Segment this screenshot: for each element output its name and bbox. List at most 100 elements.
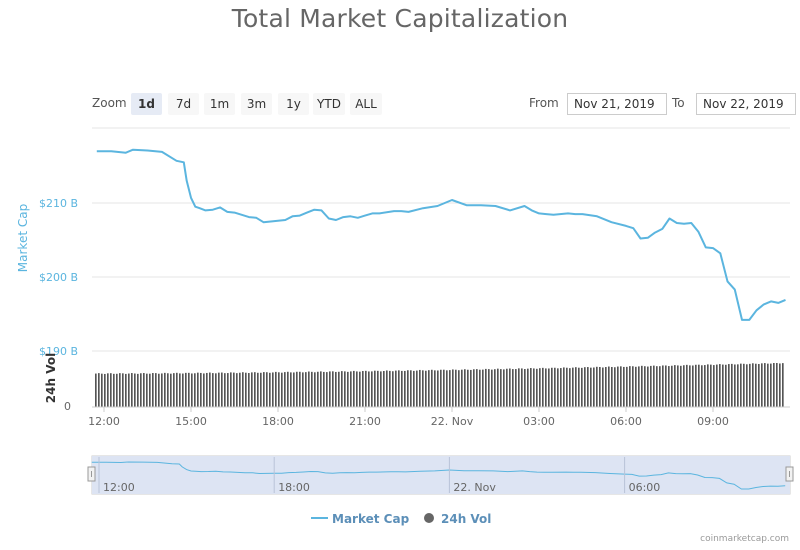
volume-bar bbox=[485, 368, 487, 407]
volume-bar bbox=[191, 373, 193, 407]
volume-bar bbox=[311, 371, 313, 407]
volume-bar bbox=[401, 370, 403, 407]
volume-bar bbox=[131, 373, 133, 407]
navigator-line bbox=[91, 461, 786, 490]
volume-bar bbox=[257, 372, 259, 407]
volume-bar bbox=[356, 371, 358, 407]
volume-bar bbox=[755, 363, 757, 407]
zoom-button-1y[interactable]: 1y bbox=[278, 93, 309, 115]
watermark: coinmarketcap.com bbox=[700, 534, 789, 544]
volume-bar bbox=[575, 367, 577, 407]
range-from-input[interactable]: Nov 21, 2019 bbox=[567, 93, 667, 115]
legend-item-24h-vol[interactable]: 24h Vol bbox=[424, 512, 491, 526]
volume-bar bbox=[98, 373, 100, 407]
volume-bar bbox=[104, 373, 106, 407]
volume-bar bbox=[251, 372, 253, 407]
volume-bar bbox=[491, 369, 493, 407]
volume-bar bbox=[185, 372, 187, 407]
volume-bar bbox=[677, 365, 679, 407]
volume-bar bbox=[671, 365, 673, 407]
volume-bar bbox=[731, 363, 733, 407]
volume-bar bbox=[392, 371, 394, 407]
volume-bar bbox=[482, 369, 484, 407]
volume-bar bbox=[617, 366, 619, 407]
x-tick-label: 22. Nov bbox=[431, 415, 474, 428]
volume-bar bbox=[362, 371, 364, 407]
range-to-input[interactable]: Nov 22, 2019 bbox=[696, 93, 796, 115]
volume-bar bbox=[212, 373, 214, 407]
volume-bar bbox=[530, 368, 532, 407]
y-tick-label: $190 B bbox=[39, 345, 78, 358]
legend-label-market-cap: Market Cap bbox=[332, 512, 410, 526]
zoom-button-7d[interactable]: 7d bbox=[168, 93, 199, 115]
volume-bar bbox=[419, 369, 421, 407]
volume-bar bbox=[770, 363, 772, 407]
volume-bar bbox=[647, 366, 649, 407]
volume-bar bbox=[275, 371, 277, 407]
volume-bar bbox=[710, 364, 712, 407]
volume-bar bbox=[638, 366, 640, 407]
volume-bar bbox=[206, 372, 208, 407]
volume-bar bbox=[773, 363, 775, 407]
volume-bar bbox=[722, 364, 724, 407]
volume-bar bbox=[236, 373, 238, 407]
volume-bar bbox=[434, 370, 436, 407]
volume-bar bbox=[545, 368, 547, 407]
volume-bar bbox=[407, 370, 409, 407]
navigator-left-handle[interactable] bbox=[87, 466, 96, 482]
volume-bar bbox=[194, 373, 196, 407]
volume-bar bbox=[113, 373, 115, 407]
volume-bar bbox=[449, 370, 451, 407]
volume-bar bbox=[182, 373, 184, 407]
volume-bar bbox=[209, 372, 211, 407]
volume-bar bbox=[395, 370, 397, 407]
volume-bar bbox=[410, 370, 412, 407]
volume-bar bbox=[302, 372, 304, 407]
volume-bar bbox=[446, 370, 448, 407]
volume-bar bbox=[269, 372, 271, 407]
volume-bar bbox=[368, 371, 370, 407]
volume-bar bbox=[263, 372, 265, 407]
volume-bar bbox=[764, 363, 766, 407]
volume-bar bbox=[299, 371, 301, 407]
volume-bar bbox=[584, 367, 586, 407]
volume-bar bbox=[458, 370, 460, 407]
volume-bar bbox=[377, 370, 379, 407]
volume-bar bbox=[314, 372, 316, 407]
zoom-button-1d[interactable]: 1d bbox=[131, 93, 162, 115]
volume-bar bbox=[614, 367, 616, 407]
volume-bar bbox=[728, 364, 730, 407]
zoom-button-1m[interactable]: 1m bbox=[204, 93, 235, 115]
volume-bar bbox=[266, 372, 268, 407]
volume-bar bbox=[380, 371, 382, 407]
x-tick-label: 06:00 bbox=[610, 415, 642, 428]
volume-bar bbox=[629, 366, 631, 407]
volume-bar bbox=[461, 369, 463, 407]
navigator-selection[interactable] bbox=[92, 456, 790, 494]
volume-bar bbox=[743, 363, 745, 407]
volume-bar bbox=[284, 372, 286, 407]
x-tick-label: 12:00 bbox=[88, 415, 120, 428]
volume-bar bbox=[593, 367, 595, 407]
zoom-button-all[interactable]: ALL bbox=[350, 93, 382, 115]
volume-bar bbox=[134, 373, 136, 407]
volume-bar bbox=[116, 373, 118, 407]
volume-bar bbox=[680, 365, 682, 407]
volume-bar bbox=[539, 368, 541, 407]
volume-bar bbox=[359, 371, 361, 407]
navigator-right-handle[interactable] bbox=[785, 466, 794, 482]
volume-bar bbox=[599, 367, 601, 407]
volume-bar bbox=[503, 369, 505, 407]
volume-bar bbox=[737, 364, 739, 407]
legend-item-market-cap[interactable]: Market Cap bbox=[311, 512, 410, 526]
volume-bar bbox=[440, 369, 442, 407]
volume-bar bbox=[227, 373, 229, 407]
volume-bar bbox=[128, 373, 130, 407]
zoom-button-ytd[interactable]: YTD bbox=[313, 93, 345, 115]
volume-bar bbox=[95, 373, 97, 407]
x-tick-label: 09:00 bbox=[697, 415, 729, 428]
zoom-button-3m[interactable]: 3m bbox=[241, 93, 272, 115]
volume-bar bbox=[176, 372, 178, 407]
volume-bar bbox=[143, 373, 145, 407]
